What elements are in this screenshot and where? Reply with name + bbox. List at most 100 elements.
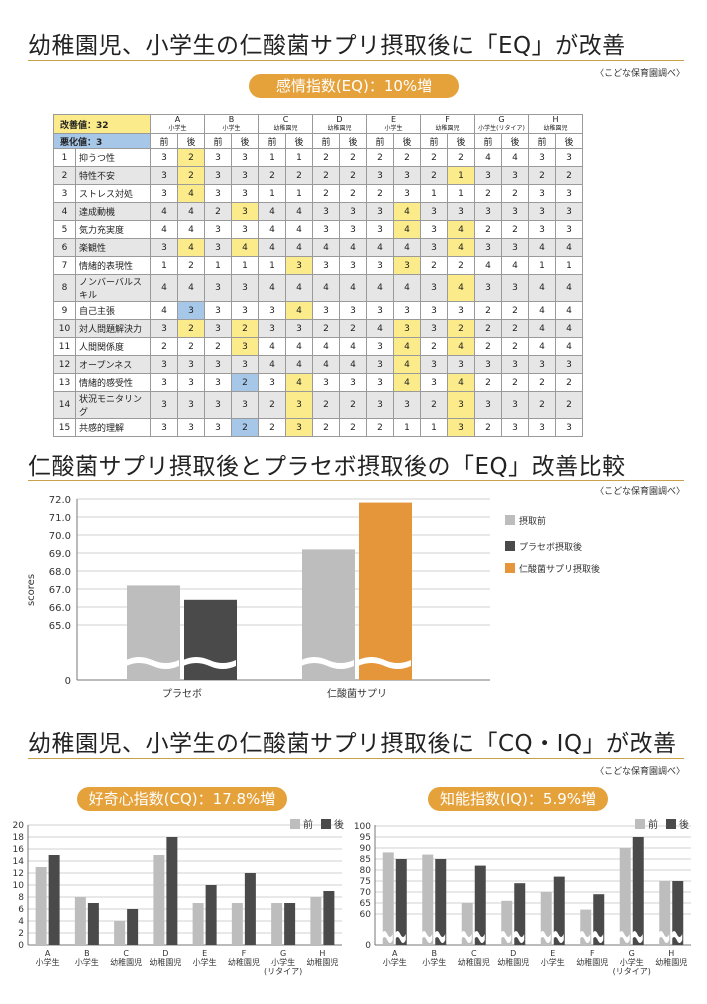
group-header: F 幼稚園児 xyxy=(420,114,475,134)
score-cell: 3 xyxy=(501,274,529,302)
table-row: 8 ノンバーバルスキル 4 4 3 3 4 4 4 4 4 4 3 4 3 3 4 4 xyxy=(53,274,583,302)
legend-swatch xyxy=(505,515,515,525)
group-header: G 小学生(リタイア) xyxy=(474,114,529,134)
score-cell: 2 xyxy=(312,391,340,419)
after-header: 後 xyxy=(285,133,313,149)
score-cell: 3 xyxy=(366,391,394,419)
x-tick-label: C xyxy=(471,949,477,958)
section2-source: 〈こどな保育園調べ〉 xyxy=(595,487,685,497)
y-tick-label: 12 xyxy=(13,869,24,879)
row-number: 3 xyxy=(53,184,76,203)
score-cell: 4 xyxy=(447,220,475,239)
group-code: E xyxy=(390,115,397,124)
score-cell: 1 xyxy=(258,256,286,275)
x-tick-sublabel: 小学生 xyxy=(271,957,295,967)
score-cell: 2 xyxy=(447,319,475,338)
legend-swatch xyxy=(666,819,676,829)
row-number: 9 xyxy=(53,301,76,320)
bar xyxy=(284,903,296,945)
row-number: 2 xyxy=(53,166,76,185)
score-cell: 3 xyxy=(555,202,583,221)
y-tick-label: 68.0 xyxy=(49,567,71,578)
score-cell: 4 xyxy=(528,337,556,356)
score-cell: 3 xyxy=(150,391,178,419)
y-tick-label: 0 xyxy=(65,676,71,687)
score-cell: 4 xyxy=(177,274,205,302)
score-cell: 3 xyxy=(366,373,394,392)
axis-break-wave xyxy=(579,931,591,943)
score-cell: 3 xyxy=(501,166,529,185)
score-cell: 2 xyxy=(366,184,394,203)
score-cell: 3 xyxy=(393,256,421,275)
score-cell: 1 xyxy=(393,418,421,437)
group-code: D xyxy=(336,115,343,124)
score-cell: 3 xyxy=(474,274,502,302)
score-cell: 3 xyxy=(366,220,394,239)
x-tick-sublabel: 幼稚園児 xyxy=(306,957,338,967)
bar xyxy=(166,837,178,945)
axis-break-wave xyxy=(358,657,411,669)
bar xyxy=(382,852,394,945)
score-cell: 4 xyxy=(231,238,259,257)
score-cell: 3 xyxy=(447,391,475,419)
bar xyxy=(74,897,86,945)
score-cell: 4 xyxy=(366,319,394,338)
score-cell: 2 xyxy=(204,337,232,356)
score-cell: 2 xyxy=(501,220,529,239)
score-cell: 2 xyxy=(339,184,367,203)
score-cell: 4 xyxy=(312,238,340,257)
score-cell: 2 xyxy=(420,337,448,356)
score-cell: 3 xyxy=(258,319,286,338)
y-tick-label: 75 xyxy=(360,877,371,887)
score-cell: 2 xyxy=(339,418,367,437)
score-cell: 3 xyxy=(339,202,367,221)
score-cell: 4 xyxy=(285,373,313,392)
score-cell: 3 xyxy=(231,391,259,419)
score-cell: 4 xyxy=(150,202,178,221)
row-label: ストレス対処 xyxy=(75,184,151,203)
improve-label: 改善値：32 xyxy=(53,114,151,134)
after-header: 後 xyxy=(501,133,529,149)
y-tick-label: 70 xyxy=(360,888,372,898)
score-cell: 4 xyxy=(339,337,367,356)
score-cell: 2 xyxy=(420,166,448,185)
score-cell: 2 xyxy=(312,148,340,167)
y-tick-label: 8 xyxy=(18,893,24,903)
section1-title: 幼稚園児、小学生の仁酸菌サプリ摂取後に「EQ」が改善 xyxy=(28,33,626,59)
section2-title: 仁酸菌サプリ摂取後とプラセボ摂取後の「EQ」改善比較 xyxy=(28,454,626,480)
y-tick-label: 72.0 xyxy=(49,495,71,506)
legend-label: 前 xyxy=(303,818,313,831)
section1-rule xyxy=(28,60,684,61)
score-cell: 3 xyxy=(555,184,583,203)
section1-source: 〈こどな保育園調べ〉 xyxy=(595,69,685,79)
bar xyxy=(205,885,217,945)
score-cell: 3 xyxy=(285,418,313,437)
group-header: A 小学生 xyxy=(150,114,205,134)
x-tick-label: 仁酸菌サプリ xyxy=(327,687,387,700)
legend-swatch xyxy=(505,563,515,573)
bar xyxy=(672,881,684,945)
score-cell: 3 xyxy=(528,355,556,374)
before-header: 前 xyxy=(150,133,178,149)
score-cell: 3 xyxy=(150,418,178,437)
x-tick-label: F xyxy=(590,949,595,958)
score-cell: 4 xyxy=(528,301,556,320)
score-cell: 1 xyxy=(528,256,556,275)
row-number: 5 xyxy=(53,220,76,239)
score-cell: 2 xyxy=(339,319,367,338)
y-tick-label: 20 xyxy=(13,821,25,831)
x-tick-label: F xyxy=(242,949,247,958)
score-cell: 4 xyxy=(555,319,583,338)
score-cell: 2 xyxy=(231,418,259,437)
score-cell: 2 xyxy=(528,373,556,392)
y-tick-label: 14 xyxy=(13,857,25,867)
axis-break-wave xyxy=(513,931,525,943)
score-cell: 3 xyxy=(339,373,367,392)
legend-label: 後 xyxy=(334,818,344,831)
x-tick-label: B xyxy=(84,949,90,958)
bar xyxy=(474,865,486,945)
x-tick-label: D xyxy=(510,949,516,958)
score-cell: 4 xyxy=(393,373,421,392)
score-cell: 2 xyxy=(528,391,556,419)
section3-source: 〈こどな保育園調べ〉 xyxy=(595,767,685,777)
